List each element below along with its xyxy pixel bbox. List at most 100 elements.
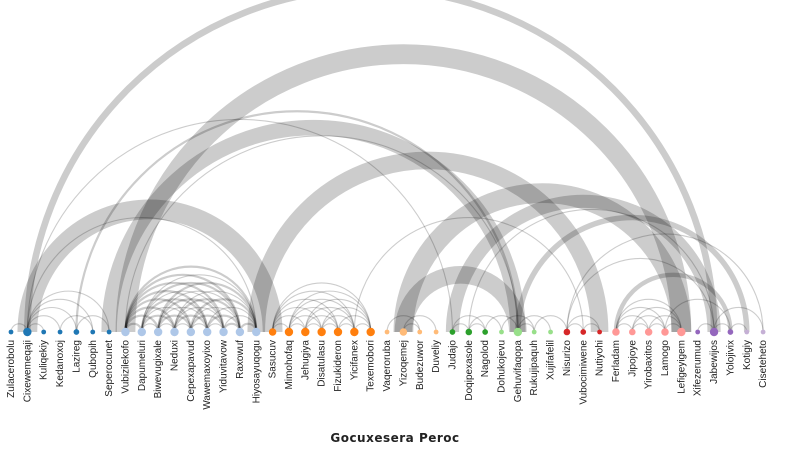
node-label: Seperocunet bbox=[104, 340, 115, 397]
arc-link-Vubizilekofo-Cepexapavud bbox=[124, 298, 192, 333]
node-label: Raxowuf bbox=[235, 340, 246, 379]
node-label: Zulacerobolu bbox=[6, 340, 17, 398]
node-Raxowuf[interactable] bbox=[235, 327, 245, 337]
node-Vubizilekofo[interactable] bbox=[121, 327, 130, 337]
node-Neduxi[interactable] bbox=[170, 327, 179, 337]
arc-link-Vubizilekofo-Raxowuf bbox=[124, 273, 241, 333]
node-Judajo[interactable] bbox=[449, 329, 456, 335]
node-label: Fizukideron bbox=[333, 340, 344, 392]
arc-link-Jipojoye-Lefigeyigem bbox=[631, 307, 682, 333]
node-Xujifafelil[interactable] bbox=[548, 329, 553, 335]
node-Nagolod[interactable] bbox=[482, 329, 488, 335]
node-Wawemaxoyixo[interactable] bbox=[203, 327, 212, 337]
node-Nutiyohi[interactable] bbox=[597, 329, 602, 335]
arc-link-Nisurizo-Ciseteheto bbox=[566, 233, 764, 333]
node-label: Ferladam bbox=[611, 340, 622, 382]
node-Dapumeluri[interactable] bbox=[137, 327, 146, 337]
node-Fizukideron[interactable] bbox=[333, 327, 343, 337]
arc-link-Vubizilekofo-Gehuvifaqopa bbox=[124, 135, 519, 333]
node-Lefigeyigem[interactable] bbox=[677, 327, 686, 337]
arc-link-Biwevugixale-Wawemaxoyixo bbox=[157, 307, 208, 333]
node-Yiduvitavow[interactable] bbox=[219, 327, 228, 337]
node-Yirobaxitos[interactable] bbox=[644, 328, 653, 336]
node-Vaqeroruba[interactable] bbox=[384, 329, 390, 335]
arc-link-Cepexapavud-Hiyosayuqogu bbox=[189, 298, 258, 333]
node-Mimohofaq[interactable] bbox=[284, 327, 294, 337]
node-Biwevugixale[interactable] bbox=[153, 327, 163, 337]
node-Sasucuv[interactable] bbox=[268, 328, 277, 336]
arc-link-Nagolod-Gehuvifaqopa bbox=[484, 315, 519, 333]
node-label: Cixewemeqaji bbox=[22, 340, 33, 402]
arc-link-Cixewemeqaji-Judajo bbox=[26, 118, 453, 333]
arc-link-Ferladam-Lamogo bbox=[615, 307, 666, 333]
node-Lamogo[interactable] bbox=[661, 328, 669, 336]
node-Ferladam[interactable] bbox=[612, 328, 620, 336]
node-Nisurizo[interactable] bbox=[563, 328, 571, 336]
arc-link-Jehugiya-Yicifanex bbox=[304, 307, 355, 333]
node-Lazireg[interactable] bbox=[73, 329, 80, 335]
node-label: Vaqeroruba bbox=[382, 340, 393, 392]
node-label: Xujifafelil bbox=[546, 340, 557, 380]
node-Ciseteheto[interactable] bbox=[760, 329, 766, 335]
arc-link-Seperocunet-Gehuvifaqopa bbox=[101, 119, 526, 333]
arc-link-Sasucuv-Disatulasu bbox=[272, 307, 323, 333]
node-Xifezerumud[interactable] bbox=[695, 329, 701, 335]
node-Jipojoye[interactable] bbox=[629, 328, 636, 336]
arc-link-Ferladam-Yolojivix bbox=[613, 272, 733, 333]
arc-link-Disatulasu-Yicifanex bbox=[321, 315, 355, 333]
node-Dohukojevu[interactable] bbox=[499, 329, 504, 335]
node-Vubocimiwene[interactable] bbox=[580, 329, 587, 335]
node-label: Kuliqekiy bbox=[39, 340, 50, 380]
node-label: Disatulasu bbox=[317, 340, 328, 387]
node-Kuliqekiy[interactable] bbox=[41, 329, 47, 335]
node-Qubopih[interactable] bbox=[90, 329, 96, 335]
node-label: Duveliy bbox=[431, 340, 442, 373]
node-label: Yolojivix bbox=[725, 340, 736, 376]
node-Zulacerobolu[interactable] bbox=[8, 329, 14, 335]
node-label: Yizoqemej bbox=[398, 340, 409, 386]
node-label: Jipojoye bbox=[627, 340, 638, 377]
arc-link-Lamogo-Yolojivix bbox=[664, 298, 731, 333]
arc-link-Yizoqemej-Gehuvifaqopa bbox=[394, 266, 527, 333]
arc-link-Vubizilekofo-Neduxi bbox=[124, 306, 176, 333]
node-Cepexapavud[interactable] bbox=[186, 327, 196, 337]
arc-link-Cixewemeqaji-Jabewijos bbox=[24, 0, 718, 333]
arc-link-Doqipexasole-Dohukojevu bbox=[468, 315, 503, 333]
arc-link-Nisurizo-Jabewijos bbox=[566, 257, 715, 333]
arc-link-Cixewemeqaji-Kedanoxoj bbox=[26, 315, 61, 333]
node-Jabewijos[interactable] bbox=[709, 327, 719, 337]
node-Gehuvifaqopa[interactable] bbox=[513, 327, 523, 337]
arc-link-Nisurizo-Nutiyohi bbox=[566, 315, 601, 333]
node-Seperocunet[interactable] bbox=[106, 329, 112, 335]
node-Texemobori[interactable] bbox=[366, 327, 375, 337]
node-Yicifanex[interactable] bbox=[350, 327, 359, 337]
arc-link-Dapumeluri-Hiyosayuqogu bbox=[141, 274, 257, 333]
node-Rukujipaquh[interactable] bbox=[531, 329, 537, 335]
node-Budezuwor[interactable] bbox=[417, 329, 423, 335]
node-Yolojivix[interactable] bbox=[727, 329, 734, 335]
node-Doqipexasole[interactable] bbox=[465, 328, 473, 336]
node-label: Qubopih bbox=[88, 340, 99, 378]
arc-node-labels: Zulacerobolu Cixewemeqaji Kuliqekiy Kedanox… bbox=[6, 339, 769, 409]
node-Duveliy[interactable] bbox=[433, 329, 439, 335]
node-label: Yiduvitavow bbox=[219, 339, 230, 393]
node-Hiyosayuqogu[interactable] bbox=[252, 327, 261, 337]
arc-link-Gehuvifaqopa-Kotigiy bbox=[515, 214, 750, 333]
arc-link-Mimohofaq-Disatulasu bbox=[288, 315, 323, 333]
arc-link-Vaqeroruba-Budezuwor bbox=[386, 315, 421, 333]
arc-link-Vubizilekofo-Wawemaxoyixo bbox=[124, 290, 209, 333]
node-label: Sasucuv bbox=[268, 340, 279, 378]
arc-link-Neduxi-Raxowuf bbox=[173, 298, 241, 333]
node-Kedanoxoj[interactable] bbox=[57, 329, 63, 335]
node-label: Neduxi bbox=[170, 340, 181, 371]
node-label: Lefigeyigem bbox=[676, 340, 687, 394]
node-Kotigiy[interactable] bbox=[744, 329, 750, 335]
node-label: Cepexapavud bbox=[186, 340, 197, 402]
node-label: Hiyosayuqogu bbox=[251, 340, 262, 403]
arc-link-Cixewemeqaji-Sasucuv bbox=[17, 199, 283, 333]
node-Cixewemeqaji[interactable] bbox=[23, 327, 32, 337]
node-label: Xifezerumud bbox=[693, 340, 704, 396]
node-Yizoqemej[interactable] bbox=[399, 328, 408, 336]
node-Disatulasu[interactable] bbox=[317, 327, 326, 337]
node-Jehugiya[interactable] bbox=[301, 327, 310, 337]
